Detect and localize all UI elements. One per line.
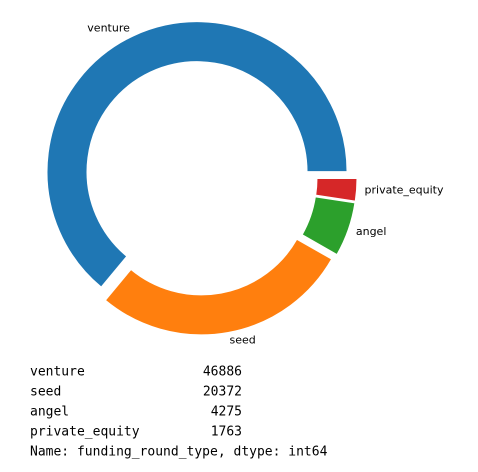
wedge (46, 21, 348, 288)
wedge (301, 196, 356, 256)
series-value: 1763 (211, 425, 242, 440)
series-index: angel (30, 405, 69, 420)
wedge (104, 238, 333, 336)
series-index: seed (30, 385, 61, 400)
series-value: 20372 (203, 385, 242, 400)
wedge-label: seed (230, 333, 256, 346)
wedge-label: angel (356, 225, 387, 238)
series-value: 4275 (211, 405, 242, 420)
series-footer: Name: funding_round_type, dtype: int64 (30, 445, 328, 460)
series-value: 46886 (203, 365, 242, 380)
series-index: venture (30, 365, 85, 380)
wedge (315, 178, 358, 202)
wedge-label: private_equity (365, 183, 444, 196)
series-index: private_equity (30, 425, 140, 440)
wedge-label: venture (87, 22, 130, 35)
